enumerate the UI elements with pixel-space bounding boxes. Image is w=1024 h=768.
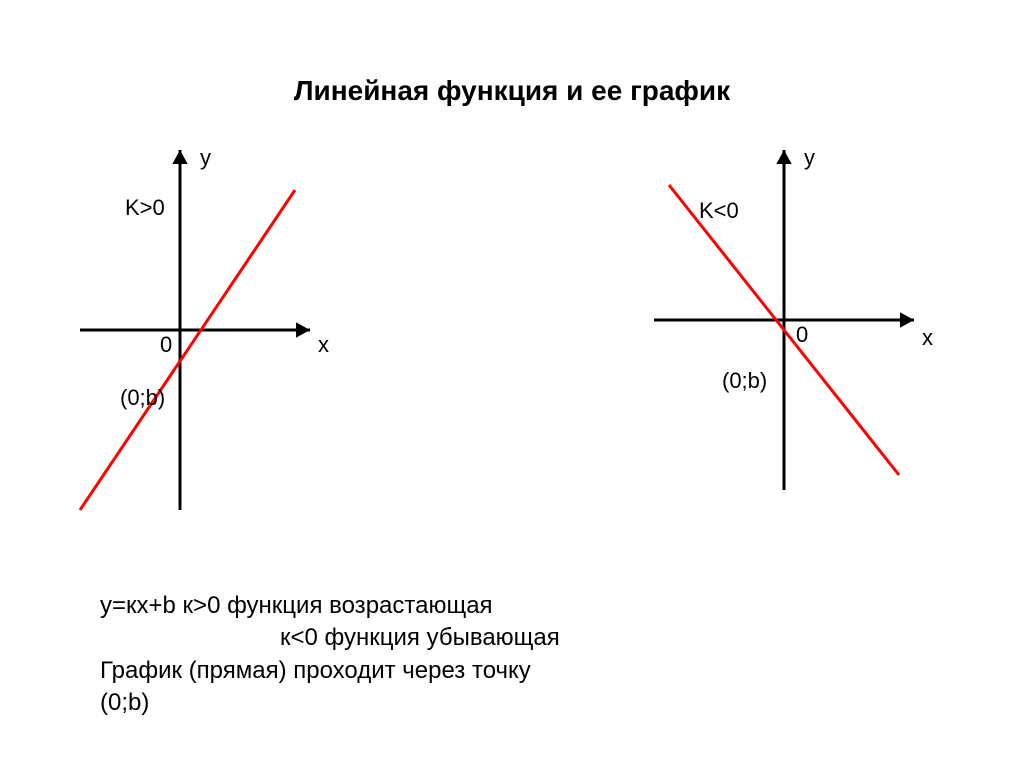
footer-line-1: y=кx+b к>0 функция возрастающая <box>100 590 560 622</box>
chart-label-x_label: x <box>922 325 933 350</box>
chart-label-origin_label: 0 <box>160 332 172 357</box>
chart-label-origin_label: 0 <box>796 322 808 347</box>
footer-text: y=кx+b к>0 функция возрастающая к<0 функ… <box>100 590 560 720</box>
chart-label-point_label: (0;b) <box>722 368 767 393</box>
footer-line-3: График (прямая) проходит через точку <box>100 655 560 687</box>
page-title: Линейная функция и ее график <box>0 75 1024 107</box>
arrowhead-icon <box>900 312 914 327</box>
arrowhead-icon <box>776 150 791 164</box>
chart-label-y_label: y <box>804 145 815 170</box>
chart-label-k_label: K<0 <box>699 198 739 223</box>
arrowhead-icon <box>172 150 187 164</box>
arrowhead-icon <box>296 322 310 337</box>
chart-right: y x 0 K<0 (0;b) <box>564 130 984 550</box>
page: Линейная функция и ее график y x 0 K>0 (0;b)… <box>0 0 1024 768</box>
function-line <box>80 190 295 510</box>
footer-line-2: к<0 функция убывающая <box>280 622 560 654</box>
chart-area: y x 0 K>0 (0;b) y x 0 K<0 (0;b) <box>40 130 984 550</box>
chart-label-k_label: K>0 <box>125 195 165 220</box>
chart-left: y x 0 K>0 (0;b) <box>40 130 460 550</box>
chart-label-x_label: x <box>318 332 329 357</box>
chart-label-point_label: (0;b) <box>120 385 165 410</box>
chart-label-y_label: y <box>200 145 211 170</box>
footer-line-4: (0;b) <box>100 687 560 719</box>
